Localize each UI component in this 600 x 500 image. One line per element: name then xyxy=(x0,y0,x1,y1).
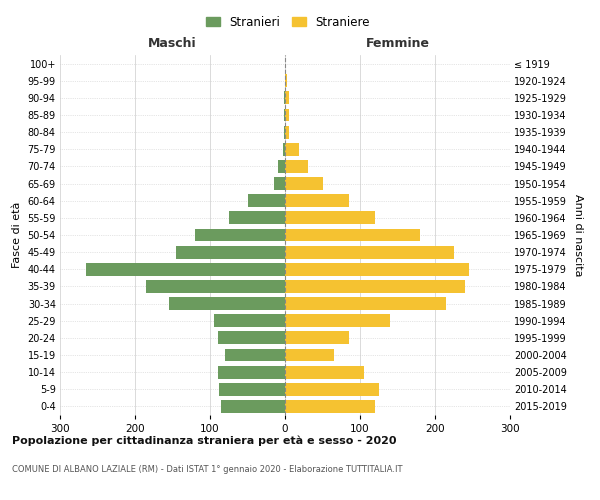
Bar xyxy=(285,212,375,224)
Bar xyxy=(274,177,285,190)
Bar xyxy=(285,92,289,104)
Bar xyxy=(146,280,285,293)
Bar xyxy=(218,366,285,378)
Bar xyxy=(86,263,285,276)
Bar xyxy=(285,263,469,276)
Bar xyxy=(285,314,390,327)
Bar xyxy=(285,108,289,122)
Text: Maschi: Maschi xyxy=(148,37,197,50)
Bar xyxy=(218,332,285,344)
Bar xyxy=(219,383,285,396)
Bar xyxy=(284,126,285,138)
Bar xyxy=(285,246,454,258)
Bar xyxy=(285,160,308,173)
Y-axis label: Fasce di età: Fasce di età xyxy=(12,202,22,268)
Text: COMUNE DI ALBANO LAZIALE (RM) - Dati ISTAT 1° gennaio 2020 - Elaborazione TUTTIT: COMUNE DI ALBANO LAZIALE (RM) - Dati IST… xyxy=(12,465,403,474)
Bar xyxy=(285,400,375,413)
Bar xyxy=(214,314,285,327)
Bar xyxy=(225,348,285,362)
Bar xyxy=(285,348,334,362)
Text: Popolazione per cittadinanza straniera per età e sesso - 2020: Popolazione per cittadinanza straniera p… xyxy=(12,435,397,446)
Bar xyxy=(283,143,285,156)
Bar xyxy=(195,228,285,241)
Bar xyxy=(285,194,349,207)
Bar xyxy=(285,74,287,87)
Bar xyxy=(277,160,285,173)
Bar xyxy=(221,400,285,413)
Text: Femmine: Femmine xyxy=(365,37,430,50)
Bar xyxy=(285,383,379,396)
Bar xyxy=(285,297,446,310)
Y-axis label: Anni di nascita: Anni di nascita xyxy=(572,194,583,276)
Legend: Stranieri, Straniere: Stranieri, Straniere xyxy=(201,11,375,34)
Bar xyxy=(285,332,349,344)
Bar xyxy=(284,92,285,104)
Bar xyxy=(285,366,364,378)
Bar xyxy=(248,194,285,207)
Bar xyxy=(285,126,289,138)
Bar xyxy=(284,108,285,122)
Bar xyxy=(169,297,285,310)
Bar xyxy=(229,212,285,224)
Bar xyxy=(176,246,285,258)
Bar xyxy=(285,280,465,293)
Bar xyxy=(285,177,323,190)
Bar xyxy=(285,228,420,241)
Bar xyxy=(285,143,299,156)
